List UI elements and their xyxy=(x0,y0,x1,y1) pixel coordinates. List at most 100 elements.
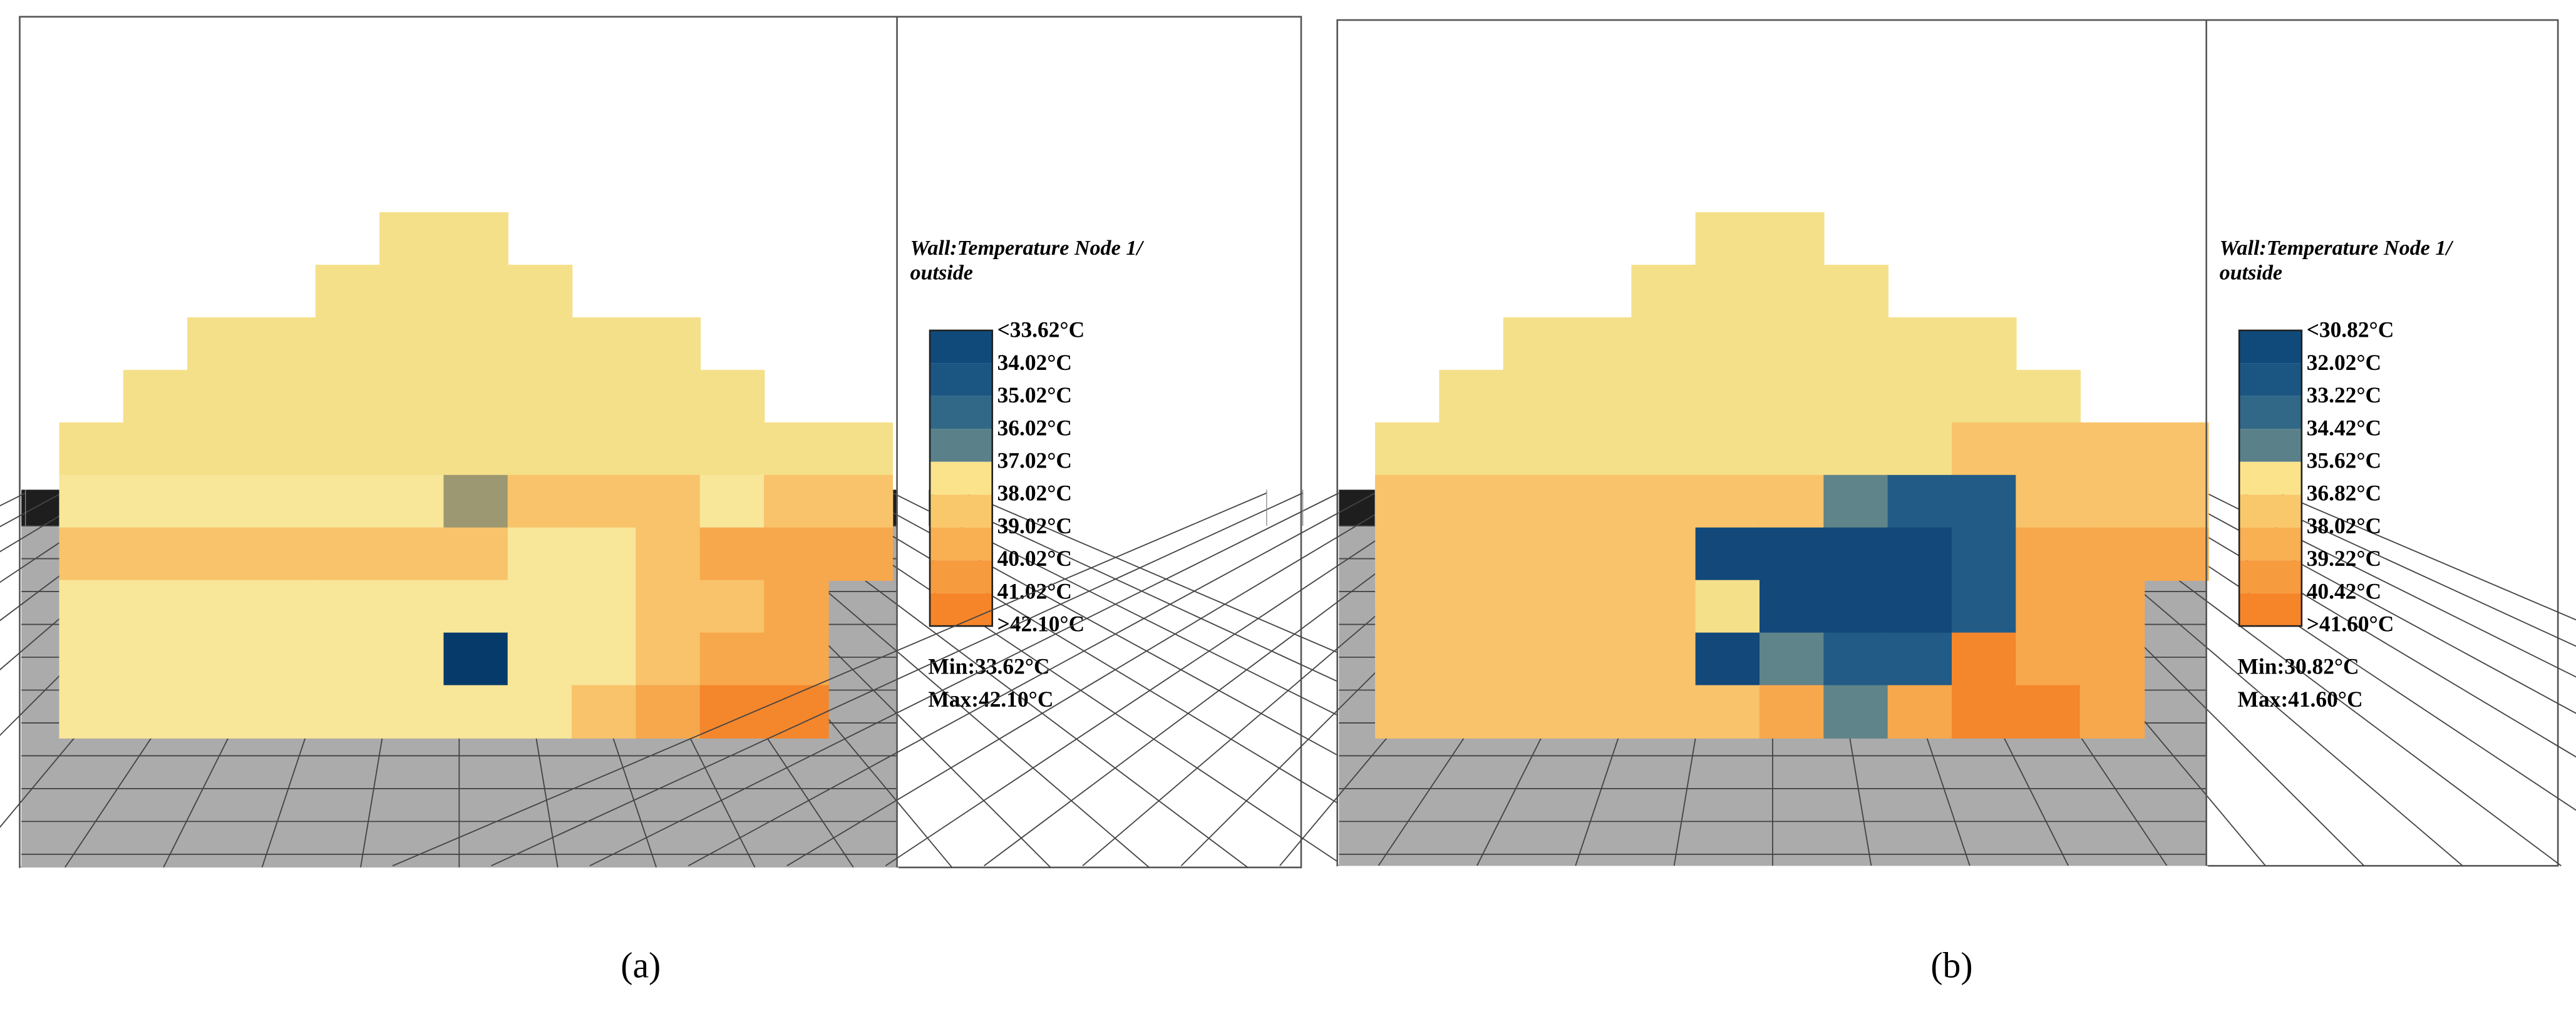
legend-label: 39.02°C xyxy=(997,513,1072,538)
facade-cell xyxy=(251,474,317,529)
facade-cell xyxy=(1695,474,1761,529)
facade-cell xyxy=(1951,422,2017,476)
facade-cell xyxy=(1631,474,1696,529)
facade-cell xyxy=(699,632,765,686)
facade-cell xyxy=(251,422,317,476)
facade-cell xyxy=(764,422,829,476)
ground-line xyxy=(2242,492,2576,647)
facade-cell xyxy=(59,422,125,476)
facade-cell xyxy=(699,527,765,581)
facade-cell xyxy=(1695,527,1761,581)
facade-cell xyxy=(1439,685,1505,739)
facade-cell xyxy=(1695,685,1761,739)
legend-label: 37.02°C xyxy=(997,448,1072,473)
facade-cell xyxy=(59,474,125,529)
facade-cell xyxy=(1695,580,1761,633)
facade-cell xyxy=(315,685,381,739)
facade-cell xyxy=(507,474,573,529)
facade-cell xyxy=(572,632,637,686)
legend-swatch xyxy=(2239,527,2302,561)
min-label: Min:30.82°C xyxy=(2238,653,2359,679)
facade-cell xyxy=(1439,632,1505,686)
facade-cell xyxy=(59,685,125,739)
ground-line xyxy=(885,492,1448,866)
facade-cell xyxy=(507,580,573,633)
facade-cell xyxy=(507,422,573,476)
facade-cell xyxy=(443,580,509,633)
legend-swatch xyxy=(930,363,992,396)
legend-box xyxy=(2238,329,2303,627)
facade-cell xyxy=(1631,422,1696,476)
facade-cell xyxy=(1695,422,1761,476)
facade-cell xyxy=(123,685,188,739)
facade-cell xyxy=(764,580,829,633)
legend-swatch xyxy=(930,461,992,495)
facade-cell xyxy=(1887,474,1953,529)
facade-cell xyxy=(2016,632,2081,686)
facade-cell xyxy=(315,632,381,686)
facade-cell xyxy=(507,685,573,739)
facade-cell xyxy=(1567,632,1632,686)
facade-cell xyxy=(379,685,445,739)
facade-cell xyxy=(507,527,573,581)
facade-cell xyxy=(2016,369,2081,424)
legend-swatch xyxy=(2239,363,2302,396)
facade-cell xyxy=(59,527,125,581)
facade-cell xyxy=(1823,264,1888,319)
facade-cell xyxy=(2079,474,2145,529)
facade-cell xyxy=(636,685,701,739)
facade-cell xyxy=(1823,474,1888,529)
ground-line xyxy=(2278,492,2576,621)
facade-cell xyxy=(443,369,509,424)
legend-label: 40.42°C xyxy=(2307,578,2381,603)
facade-cell xyxy=(1759,317,1825,371)
ground-mask xyxy=(1337,866,2208,873)
facade-cell xyxy=(443,527,509,581)
legend-label: 35.62°C xyxy=(2307,448,2381,473)
legend-swatch xyxy=(930,527,992,561)
legend-label: 33.22°C xyxy=(2307,382,2381,407)
facade-cell xyxy=(1503,474,1569,529)
facade-cell xyxy=(1631,317,1696,371)
legend-label: >42.10°C xyxy=(997,612,1085,637)
facade-cell xyxy=(636,317,701,371)
facade-cell xyxy=(1567,580,1632,633)
facade-cell xyxy=(1887,317,1953,371)
facade-cell xyxy=(636,632,701,686)
legend-label: <33.62°C xyxy=(997,317,1085,342)
legend-swatch xyxy=(930,593,992,627)
facade-cell xyxy=(1375,474,1440,529)
legend-swatch xyxy=(930,396,992,429)
facade-cell xyxy=(379,264,445,319)
max-label: Max:42.10°C xyxy=(928,687,1053,712)
facade-cell xyxy=(1887,369,1953,424)
facade-cell xyxy=(572,580,637,633)
facade-cell xyxy=(1503,527,1569,581)
facade-cell xyxy=(251,580,317,633)
facade-cell xyxy=(187,527,252,581)
facade-cell xyxy=(699,474,765,529)
facade-cell xyxy=(1951,317,2017,371)
facade-cell xyxy=(315,580,381,633)
facade-cell xyxy=(2143,474,2209,529)
facade-cell xyxy=(315,527,381,581)
facade-cell xyxy=(1567,474,1632,529)
facade-cell xyxy=(251,369,317,424)
legend-title: Wall:Temperature Node 1/ xyxy=(910,237,1145,260)
facade-cell xyxy=(1375,422,1440,476)
facade-cell xyxy=(1695,632,1761,686)
legend-swatch xyxy=(2239,461,2302,495)
facade-cell xyxy=(1695,264,1761,319)
facade-cell xyxy=(1631,527,1696,581)
facade-cell xyxy=(1503,580,1569,633)
ground-line xyxy=(688,492,1376,867)
facade-cell xyxy=(1375,527,1440,581)
facade-cell xyxy=(1503,685,1569,739)
facade-cell xyxy=(2079,632,2145,686)
facade-cell xyxy=(1759,632,1825,686)
facade-cell xyxy=(1439,474,1505,529)
facade-cell xyxy=(507,317,573,371)
facade-cell xyxy=(59,580,125,633)
facade-cell xyxy=(2143,422,2209,476)
